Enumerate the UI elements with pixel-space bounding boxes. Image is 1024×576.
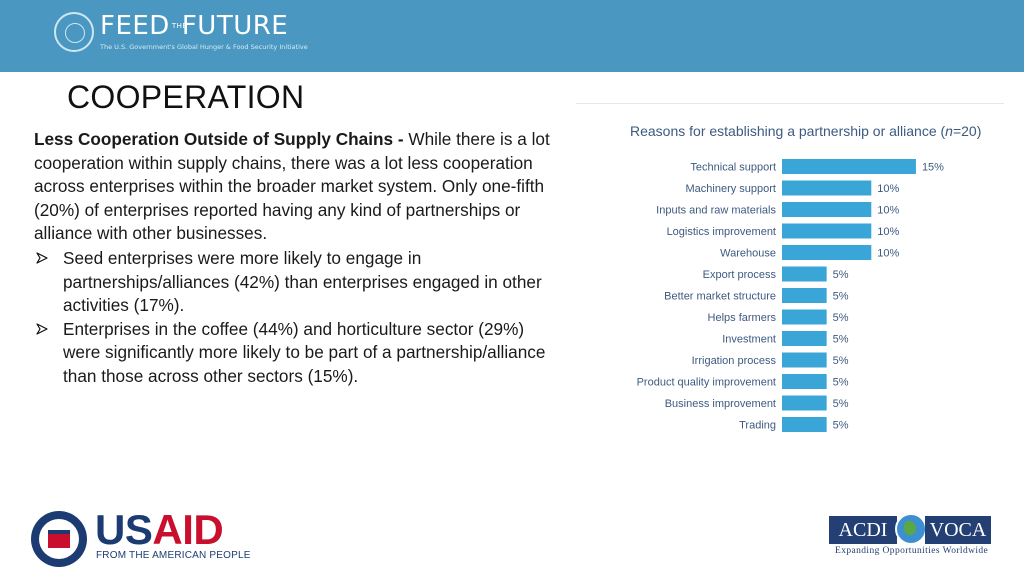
acdi-voca-tagline: Expanding Opportunities Worldwide: [835, 546, 989, 556]
value-label: 10%: [877, 248, 899, 260]
page-title: COOPERATION: [67, 79, 305, 115]
value-label: 5%: [833, 355, 849, 367]
value-label: 5%: [833, 291, 849, 303]
chart-title-prefix: Reasons for establishing a partnership o…: [630, 123, 946, 139]
usaid-seal-icon: [31, 511, 87, 567]
voca-word: VOCA: [925, 516, 991, 544]
partnership-reasons-chart: Reasons for establishing a partnership o…: [576, 103, 1004, 459]
category-label: Business improvement: [665, 398, 776, 410]
arrow-bullet-icon: [36, 323, 48, 335]
category-label: Machinery support: [686, 183, 777, 195]
bullet-list: Seed enterprises were more likely to eng…: [34, 247, 558, 389]
category-label: Better market structure: [664, 291, 776, 303]
feed-the-future-logo: FEED THEFUTURE The U.S. Government's Glob…: [100, 12, 308, 51]
chart-title-suffix: =20): [953, 123, 981, 139]
category-label: Trading: [739, 420, 776, 432]
bar: [782, 180, 872, 196]
bar: [782, 331, 827, 346]
category-label: Export process: [703, 269, 777, 281]
bar: [782, 266, 827, 282]
category-label: Irrigation process: [692, 355, 777, 367]
value-label: 15%: [922, 162, 944, 174]
body-text: Less Cooperation Outside of Supply Chain…: [34, 128, 558, 389]
acdi-word: ACDI: [829, 516, 897, 544]
logo-the: THE: [171, 22, 188, 30]
category-label: Technical support: [690, 162, 776, 174]
bar: [782, 352, 827, 368]
value-label: 5%: [833, 398, 849, 410]
bar: [782, 374, 827, 389]
category-label: Logistics improvement: [667, 226, 776, 238]
bullet-text: Enterprises in the coffee (44%) and hort…: [63, 318, 546, 386]
usaid-logo: USAID: [95, 506, 224, 553]
usaid-word-part1: US: [95, 506, 153, 553]
logo-tagline: The U.S. Government's Global Hunger & Fo…: [100, 43, 308, 51]
category-label: Warehouse: [720, 248, 776, 260]
bullet-text: Seed enterprises were more likely to eng…: [63, 247, 542, 316]
usaid-tagline: FROM THE AMERICAN PEOPLE: [96, 550, 251, 561]
chart-title-n: n: [945, 123, 953, 139]
value-label: 5%: [833, 334, 849, 346]
logo-part2: FUTURE: [181, 11, 289, 41]
bullet-item: Enterprises in the coffee (44%) and hort…: [34, 318, 558, 389]
chart-bars: Technical support 15% Machinery support 10%…: [637, 159, 944, 432]
lead-paragraph: Less Cooperation Outside of Supply Chain…: [34, 128, 558, 246]
us-seal-icon: [54, 12, 94, 52]
header-banner: FEED THEFUTURE The U.S. Government's Glob…: [0, 0, 1024, 72]
logo-part1: FEED: [100, 11, 170, 41]
bullet-item: Seed enterprises were more likely to eng…: [34, 247, 558, 318]
chart-title: Reasons for establishing a partnership o…: [630, 123, 981, 139]
lead-text: While there is a lot cooperation within …: [34, 129, 550, 244]
category-label: Inputs and raw materials: [656, 205, 776, 217]
bar: [782, 309, 827, 325]
category-label: Helps farmers: [708, 312, 777, 324]
category-label: Investment: [722, 334, 776, 346]
bar: [782, 223, 872, 239]
category-label: Product quality improvement: [637, 377, 776, 389]
bar: [782, 159, 916, 174]
value-label: 10%: [877, 226, 899, 238]
usaid-word-part2: AID: [152, 506, 224, 553]
acdi-voca-logo: ACDI VOCA: [829, 513, 991, 545]
lead-heading: Less Cooperation Outside of Supply Chain…: [34, 129, 409, 149]
value-label: 5%: [833, 312, 849, 324]
value-label: 5%: [833, 269, 849, 281]
chart-svg: Reasons for establishing a partnership o…: [630, 123, 981, 432]
value-label: 10%: [877, 183, 899, 195]
value-label: 5%: [833, 420, 849, 432]
bar: [782, 202, 872, 217]
bar: [782, 245, 872, 260]
globe-icon: [895, 513, 927, 545]
bar: [782, 288, 827, 303]
value-label: 10%: [877, 205, 899, 217]
arrow-bullet-icon: [36, 252, 48, 264]
value-label: 5%: [833, 377, 849, 389]
bar: [782, 395, 827, 411]
bar: [782, 417, 827, 432]
